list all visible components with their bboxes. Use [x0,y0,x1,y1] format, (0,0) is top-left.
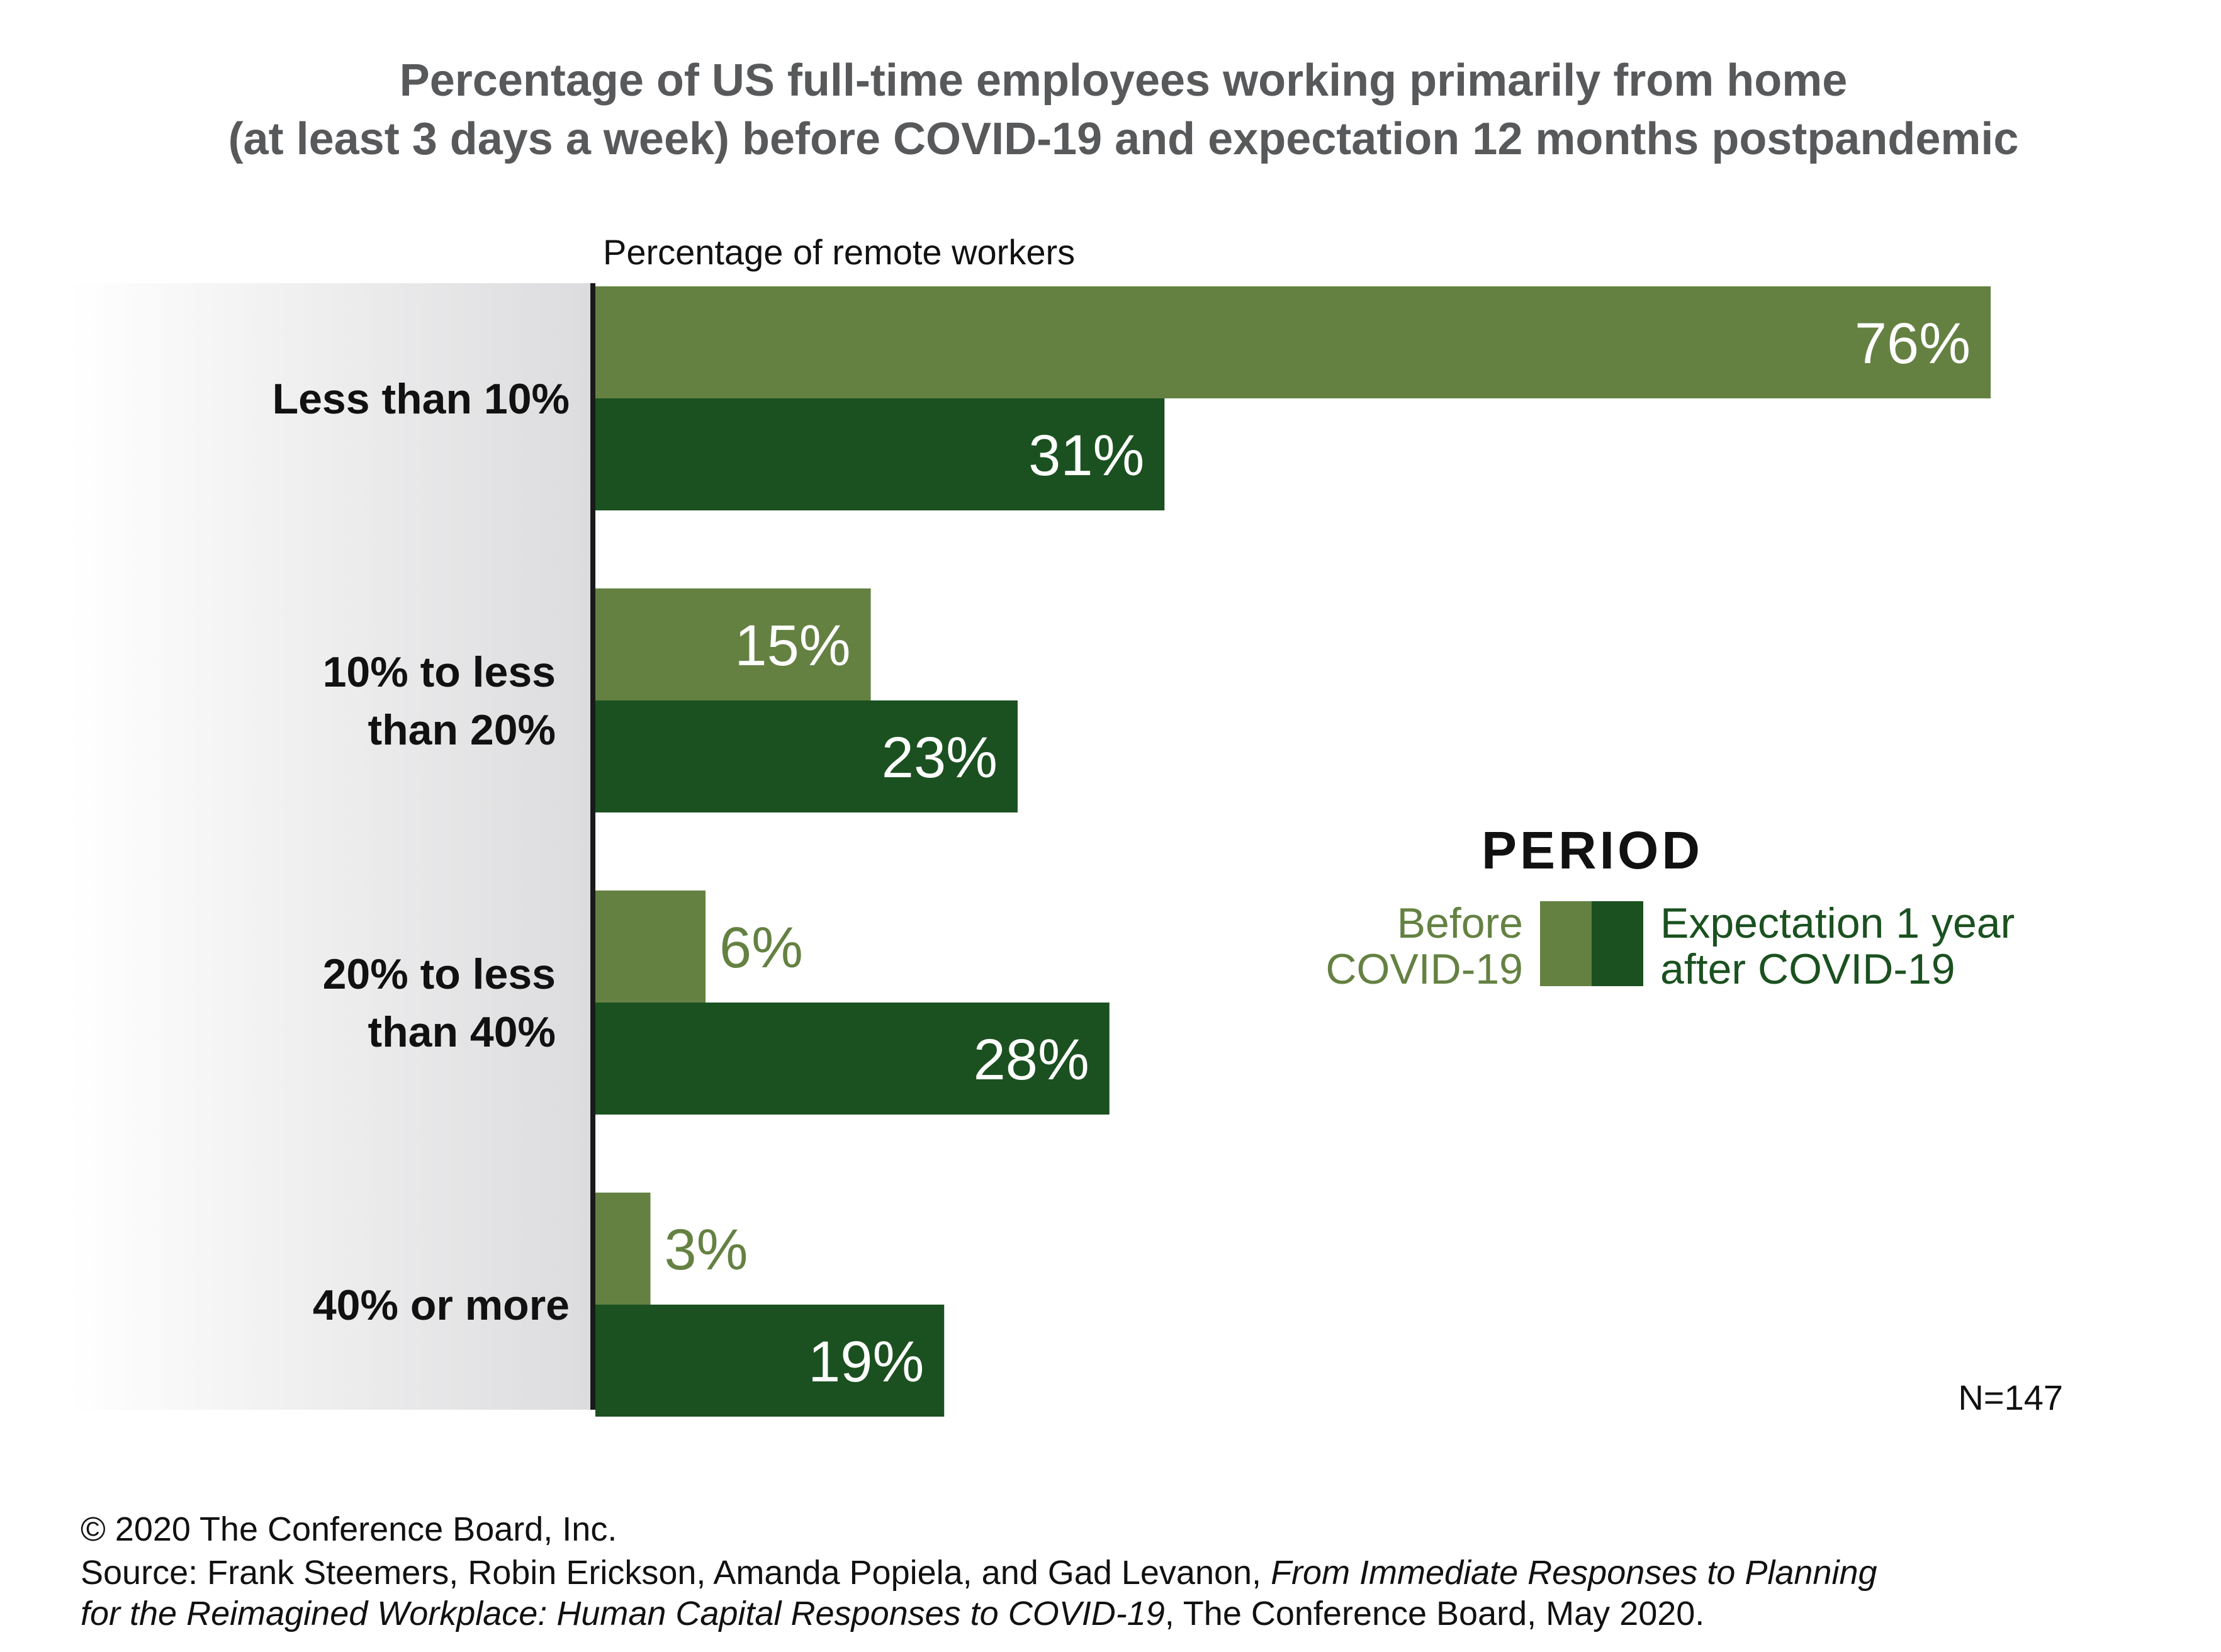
bar-before-3 [595,1193,651,1305]
category-label-1-line-0: 10% to less [323,648,556,696]
bar-before-2 [595,891,706,1003]
category-band [69,283,592,1410]
bar-after-0 [595,398,1165,510]
bar-before-1 [595,588,871,700]
source-publisher: , The Conference Board, May 2020. [1165,1595,1705,1632]
bar-after-1 [595,700,1018,812]
bar-before-0 [595,286,1991,398]
bars-group: 76% 31% 15% 23% 6% 28% 3% 19% [595,286,1991,1417]
value-label-before-0: 76% [1855,312,1971,376]
bar-after-2 [595,1003,1110,1115]
legend-title: PERIOD [1482,821,1703,880]
chart-title-line-1: Percentage of US full-time employees wor… [400,55,1848,106]
value-label-before-3: 3% [665,1218,748,1282]
value-label-before-1: 15% [734,614,850,678]
source-title-part-1: From Immediate Responses to Planning [1271,1554,1877,1592]
source-line-1: Source: Frank Steemers, Robin Erickson, … [81,1554,1877,1592]
sample-size-note: N=147 [1958,1378,2063,1417]
x-axis-label: Percentage of remote workers [603,232,1075,272]
source-authors: Source: Frank Steemers, Robin Erickson, … [81,1554,1271,1592]
copyright-line: © 2020 The Conference Board, Inc. [81,1510,617,1548]
legend-swatch-before [1540,901,1592,986]
value-label-after-2: 28% [974,1028,1089,1092]
category-label-0-line-0: Less than 10% [273,375,570,423]
source-line-2: for the Reimagined Workplace: Human Capi… [81,1595,1704,1632]
legend-swatch-after [1592,901,1643,986]
category-label-3-line-0: 40% or more [313,1281,570,1329]
category-label-2-line-0: 20% to less [323,950,556,998]
legend-label-before-line-2: COVID-19 [1325,945,1523,993]
value-label-after-1: 23% [882,726,998,790]
chart-title-line-2: (at least 3 days a week) before COVID-19… [228,114,2019,164]
value-label-after-3: 19% [808,1330,924,1394]
value-label-after-0: 31% [1028,424,1144,488]
source-title-part-2: for the Reimagined Workplace: Human Capi… [81,1595,1165,1632]
bar-after-3 [595,1305,945,1417]
legend-label-after-line-1: Expectation 1 year [1660,899,2015,947]
legend-label-before-line-1: Before [1397,899,1523,947]
legend-label-after-line-2: after COVID-19 [1660,945,1955,993]
category-labels: Less than 10% 10% to less than 20% 20% to l… [273,375,570,1329]
category-label-1-line-1: than 20% [368,706,556,754]
category-label-2-line-1: than 40% [368,1008,556,1056]
legend: PERIOD Before COVID-19 Expectation 1 yea… [1325,821,2015,993]
value-label-before-2: 6% [719,916,803,980]
